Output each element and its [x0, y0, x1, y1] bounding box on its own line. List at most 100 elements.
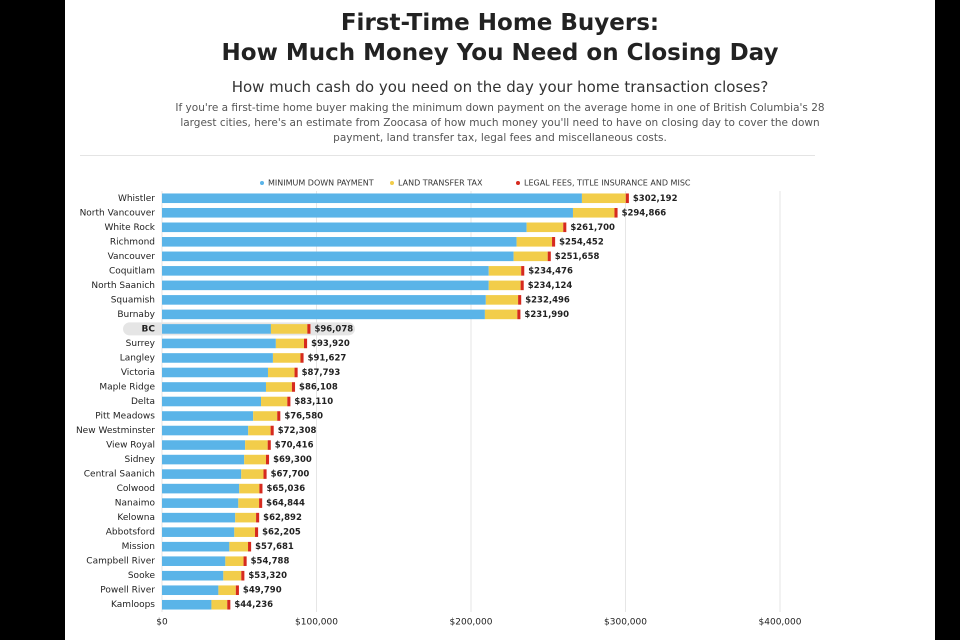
x-tick-label: $100,000	[295, 618, 338, 628]
bar-segment	[572, 207, 615, 218]
bar-segment	[234, 527, 256, 537]
bar-segment	[521, 266, 525, 276]
y-tick-label: Nanaimo	[115, 499, 156, 509]
y-tick-label: Mission	[122, 542, 155, 552]
bar-segment	[581, 193, 626, 204]
value-label: $302,192	[633, 194, 678, 204]
y-tick-label: View Royal	[106, 441, 155, 451]
bar-segment	[255, 527, 259, 537]
bar-segment	[270, 425, 274, 436]
x-tick-label: $300,000	[604, 618, 647, 628]
bar-segment	[625, 193, 629, 204]
legend-swatch	[390, 181, 394, 185]
y-tick-label: Burnaby	[117, 310, 155, 320]
y-tick-label: North Vancouver	[80, 208, 156, 218]
value-label: $294,866	[622, 208, 667, 218]
bar-segment	[267, 367, 295, 378]
value-label: $261,700	[570, 223, 615, 233]
bar-segment	[300, 353, 304, 363]
value-label: $54,788	[251, 557, 290, 567]
bar-segment	[162, 585, 219, 596]
value-label: $93,920	[311, 339, 350, 349]
y-tick-label: New Westminster	[76, 426, 155, 436]
bar-segment	[253, 411, 278, 421]
bar-segment	[162, 469, 242, 479]
separator	[80, 155, 815, 156]
y-tick-label: Colwood	[117, 484, 155, 494]
bar-segment	[547, 251, 551, 262]
bar-segment	[261, 396, 288, 407]
bar-segment	[162, 425, 249, 436]
y-tick-label: Campbell River	[86, 557, 155, 567]
bar-segment	[227, 599, 231, 610]
bar-segment	[294, 367, 298, 378]
bar-segment	[162, 222, 527, 233]
y-tick-label: Langley	[120, 353, 156, 363]
y-tick-label: Kamloops	[111, 600, 155, 610]
bar-segment	[516, 237, 553, 247]
value-label: $234,124	[528, 281, 573, 291]
bar-segment	[517, 309, 521, 320]
bar-segment	[162, 498, 239, 508]
bar-segment	[244, 454, 266, 465]
chart-title: How Much Money You Need on Closing Day	[221, 40, 779, 66]
bar-segment	[162, 324, 271, 334]
chart-title: First-Time Home Buyers:	[340, 10, 660, 36]
value-label: $69,300	[273, 455, 312, 465]
bar-segment	[162, 237, 517, 247]
value-label: $91,627	[308, 353, 347, 363]
bar-segment	[162, 599, 212, 610]
bar-segment	[162, 309, 485, 320]
bar-segment	[162, 251, 514, 262]
bar-segment	[162, 266, 489, 276]
value-label: $70,416	[275, 441, 314, 451]
bar-segment	[241, 469, 264, 479]
y-tick-label: Sooke	[128, 571, 156, 581]
bar-segment	[243, 556, 247, 566]
bar-segment	[267, 440, 271, 450]
bar-segment	[614, 207, 618, 218]
value-label: $86,108	[299, 382, 338, 392]
bar-segment	[162, 193, 582, 204]
bar-segment	[235, 585, 239, 596]
y-tick-label: North Saanich	[91, 281, 155, 291]
y-tick-label: White Rock	[104, 223, 155, 233]
bar-segment	[162, 512, 236, 523]
bar-segment	[162, 207, 573, 218]
bar-segment	[263, 469, 267, 479]
bar-segment	[162, 396, 262, 407]
description: If you're a first-time home buyer making…	[175, 102, 825, 144]
bar-segment	[488, 280, 521, 291]
legend-label: LEGAL FEES, TITLE INSURANCE AND MISC	[524, 179, 691, 188]
bar-segment	[307, 324, 311, 334]
y-tick-label: Squamish	[111, 295, 155, 305]
bar-segment	[211, 599, 228, 610]
bar-segment	[563, 222, 567, 233]
bar-segment	[162, 527, 235, 537]
bar-segment	[162, 411, 254, 421]
y-tick-label: Whistler	[118, 194, 155, 204]
bar-segment	[513, 251, 548, 262]
value-label: $87,793	[302, 368, 341, 378]
bar-segment	[162, 570, 224, 581]
value-label: $234,476	[528, 266, 573, 276]
bar-segment	[223, 570, 242, 581]
legend-swatch	[516, 181, 520, 185]
bar-segment	[287, 396, 291, 407]
bar-segment	[526, 222, 564, 233]
value-label: $76,580	[284, 412, 323, 422]
x-tick-label: $200,000	[450, 618, 493, 628]
bar-segment	[272, 353, 301, 363]
value-label: $231,990	[524, 310, 569, 320]
x-tick-label: $0	[156, 618, 168, 628]
y-tick-label: Coquitlam	[109, 266, 155, 276]
bar-segment	[265, 382, 292, 392]
y-tick-label: Surrey	[126, 339, 156, 349]
y-tick-label: Richmond	[110, 237, 155, 247]
bar-segment	[304, 338, 308, 349]
bar-segment	[162, 382, 266, 392]
chart: MINIMUM DOWN PAYMENT LAND TRANSFER TAX LEG…	[76, 179, 802, 628]
value-label: $64,844	[266, 499, 305, 509]
bar-segment	[229, 541, 249, 552]
